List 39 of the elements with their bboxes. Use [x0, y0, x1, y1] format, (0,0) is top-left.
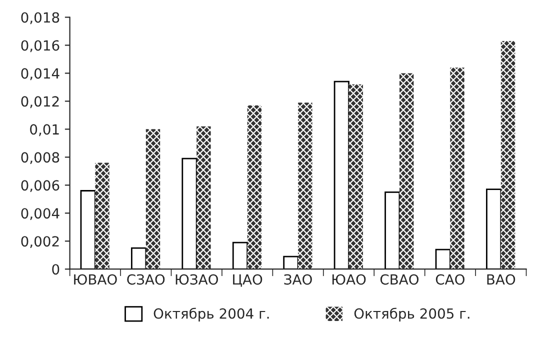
bar	[348, 84, 363, 270]
y-tick-label: 0,008	[21, 152, 60, 164]
y-tick-label: 0,004	[21, 208, 60, 220]
x-tick-label: САО	[436, 274, 464, 285]
y-tick-label: 0,014	[21, 68, 60, 80]
x-tick-label: ЮАО	[332, 274, 366, 285]
bar	[196, 126, 211, 270]
bar	[334, 80, 350, 270]
y-tick-label: 0,018	[21, 12, 60, 24]
legend-label: Октябрь 2005 г.	[354, 308, 470, 322]
y-tick-label: 0,01	[30, 124, 59, 136]
bar	[450, 68, 464, 270]
x-tick-label: ЮЗАО	[176, 274, 218, 285]
bar	[486, 188, 502, 270]
y-tick-label: 0,012	[21, 96, 59, 108]
bar	[95, 162, 110, 270]
x-tick-label: ВАО	[487, 274, 516, 285]
y-tick-label: 0,016	[21, 40, 60, 52]
bar	[182, 158, 198, 270]
y-tick-label: 0	[52, 264, 60, 275]
bar	[283, 256, 299, 270]
x-tick-label: СЗАО	[127, 274, 165, 285]
legend-label: Октябрь 2004 г.	[154, 308, 269, 322]
x-tick-label: ЮВАО	[74, 274, 117, 285]
bar	[384, 191, 400, 270]
x-tick-label: СВАО	[380, 274, 419, 285]
x-tick-label: ЦАО	[233, 274, 262, 287]
bar	[146, 129, 160, 270]
y-tick-label: 0,002	[21, 236, 59, 248]
bar	[298, 102, 312, 270]
bar	[232, 242, 248, 270]
x-tick-label: ЗАО	[284, 274, 312, 285]
bar	[80, 190, 96, 270]
bar	[399, 73, 414, 270]
bar	[130, 247, 147, 270]
bar	[500, 41, 516, 270]
y-tick-label: 0,006	[21, 180, 60, 192]
bar	[435, 248, 451, 270]
bar	[247, 105, 262, 270]
